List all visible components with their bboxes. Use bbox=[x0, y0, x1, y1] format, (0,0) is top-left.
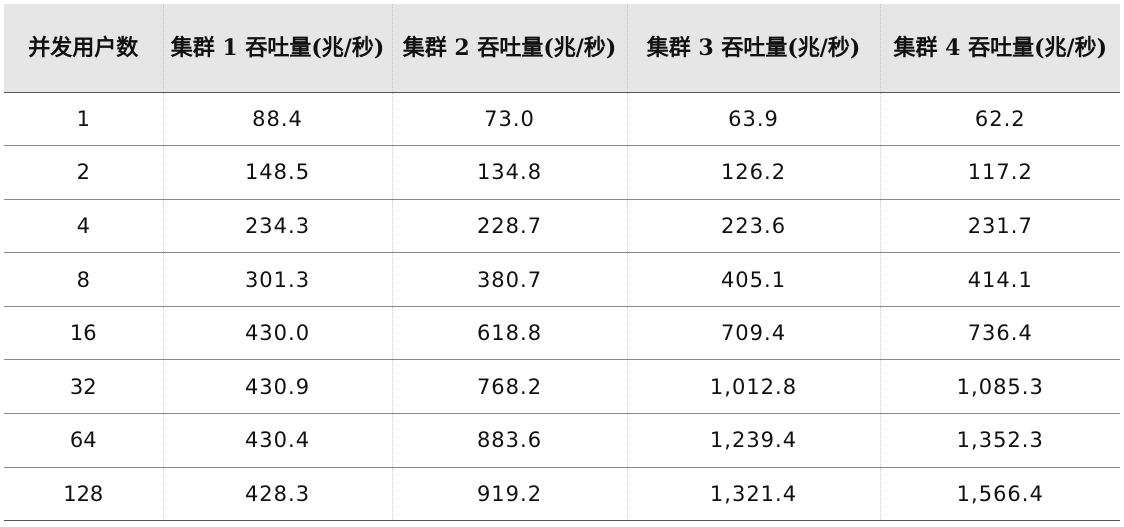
cell-cluster-3: 405.1 bbox=[626, 252, 880, 307]
table-row: 1 88.4 73.0 63.9 62.2 bbox=[4, 92, 1120, 147]
cell-cluster-3: 63.9 bbox=[626, 92, 880, 147]
cell-cluster-4: 1,352.3 bbox=[879, 413, 1120, 468]
cell-cluster-3: 1,321.4 bbox=[626, 467, 880, 522]
cell-cluster-3: 126.2 bbox=[626, 145, 880, 200]
cell-cluster-1: 148.5 bbox=[162, 145, 392, 200]
cell-cluster-4: 117.2 bbox=[879, 145, 1120, 200]
cell-cluster-2: 134.8 bbox=[391, 145, 627, 200]
cell-cluster-3: 1,239.4 bbox=[626, 413, 880, 468]
cell-cluster-2: 883.6 bbox=[391, 413, 627, 468]
cell-cluster-4: 1,085.3 bbox=[879, 359, 1120, 415]
header-row: 并发用户数 集群 1 吞吐量(兆/秒) 集群 2 吞吐量(兆/秒) 集群 3 吞… bbox=[4, 4, 1120, 93]
cell-cluster-2: 380.7 bbox=[391, 252, 627, 307]
cell-cluster-4: 414.1 bbox=[879, 252, 1120, 307]
cell-concurrent-users: 1 bbox=[4, 92, 163, 147]
table-row: 8 301.3 380.7 405.1 414.1 bbox=[4, 252, 1120, 307]
cell-cluster-2: 228.7 bbox=[391, 199, 627, 254]
cell-cluster-3: 223.6 bbox=[626, 199, 880, 254]
cell-cluster-4: 62.2 bbox=[879, 92, 1120, 147]
table-row: 64 430.4 883.6 1,239.4 1,352.3 bbox=[4, 413, 1120, 468]
header-concurrent-users: 并发用户数 bbox=[4, 4, 163, 93]
header-cluster-2-throughput: 集群 2 吞吐量(兆/秒) bbox=[391, 4, 627, 93]
cell-cluster-2: 768.2 bbox=[391, 359, 627, 415]
cell-concurrent-users: 32 bbox=[4, 359, 163, 415]
cell-cluster-1: 430.4 bbox=[162, 413, 392, 468]
cell-cluster-1: 301.3 bbox=[162, 252, 392, 307]
header-cluster-4-throughput: 集群 4 吞吐量(兆/秒) bbox=[879, 4, 1120, 93]
cell-cluster-1: 430.9 bbox=[162, 359, 392, 415]
cell-cluster-2: 618.8 bbox=[391, 306, 627, 361]
table-row: 16 430.0 618.8 709.4 736.4 bbox=[4, 306, 1120, 361]
cell-concurrent-users: 4 bbox=[4, 199, 163, 254]
cell-cluster-4: 736.4 bbox=[879, 306, 1120, 361]
throughput-table: 并发用户数 集群 1 吞吐量(兆/秒) 集群 2 吞吐量(兆/秒) 集群 3 吞… bbox=[4, 4, 1120, 522]
cell-concurrent-users: 2 bbox=[4, 145, 163, 200]
header-cluster-3-throughput: 集群 3 吞吐量(兆/秒) bbox=[626, 4, 880, 93]
cell-cluster-4: 231.7 bbox=[879, 199, 1120, 254]
cell-cluster-3: 709.4 bbox=[626, 306, 880, 361]
cell-cluster-2: 919.2 bbox=[391, 467, 627, 522]
cell-concurrent-users: 64 bbox=[4, 413, 163, 468]
table-row: 32 430.9 768.2 1,012.8 1,085.3 bbox=[4, 359, 1120, 415]
header-cluster-1-throughput: 集群 1 吞吐量(兆/秒) bbox=[162, 4, 392, 93]
cell-cluster-4: 1,566.4 bbox=[879, 467, 1120, 522]
cell-cluster-3: 1,012.8 bbox=[626, 359, 880, 415]
table-header: 并发用户数 集群 1 吞吐量(兆/秒) 集群 2 吞吐量(兆/秒) 集群 3 吞… bbox=[4, 4, 1120, 93]
cell-cluster-1: 428.3 bbox=[162, 467, 392, 522]
cell-concurrent-users: 128 bbox=[4, 467, 163, 522]
table-body: 1 88.4 73.0 63.9 62.2 2 148.5 134.8 126.… bbox=[4, 92, 1120, 522]
table-row: 128 428.3 919.2 1,321.4 1,566.4 bbox=[4, 467, 1120, 522]
cell-concurrent-users: 8 bbox=[4, 252, 163, 307]
cell-cluster-2: 73.0 bbox=[391, 92, 627, 147]
cell-cluster-1: 88.4 bbox=[162, 92, 392, 147]
cell-concurrent-users: 16 bbox=[4, 306, 163, 361]
table-row: 4 234.3 228.7 223.6 231.7 bbox=[4, 199, 1120, 254]
table-row: 2 148.5 134.8 126.2 117.2 bbox=[4, 145, 1120, 200]
cell-cluster-1: 234.3 bbox=[162, 199, 392, 254]
cell-cluster-1: 430.0 bbox=[162, 306, 392, 361]
